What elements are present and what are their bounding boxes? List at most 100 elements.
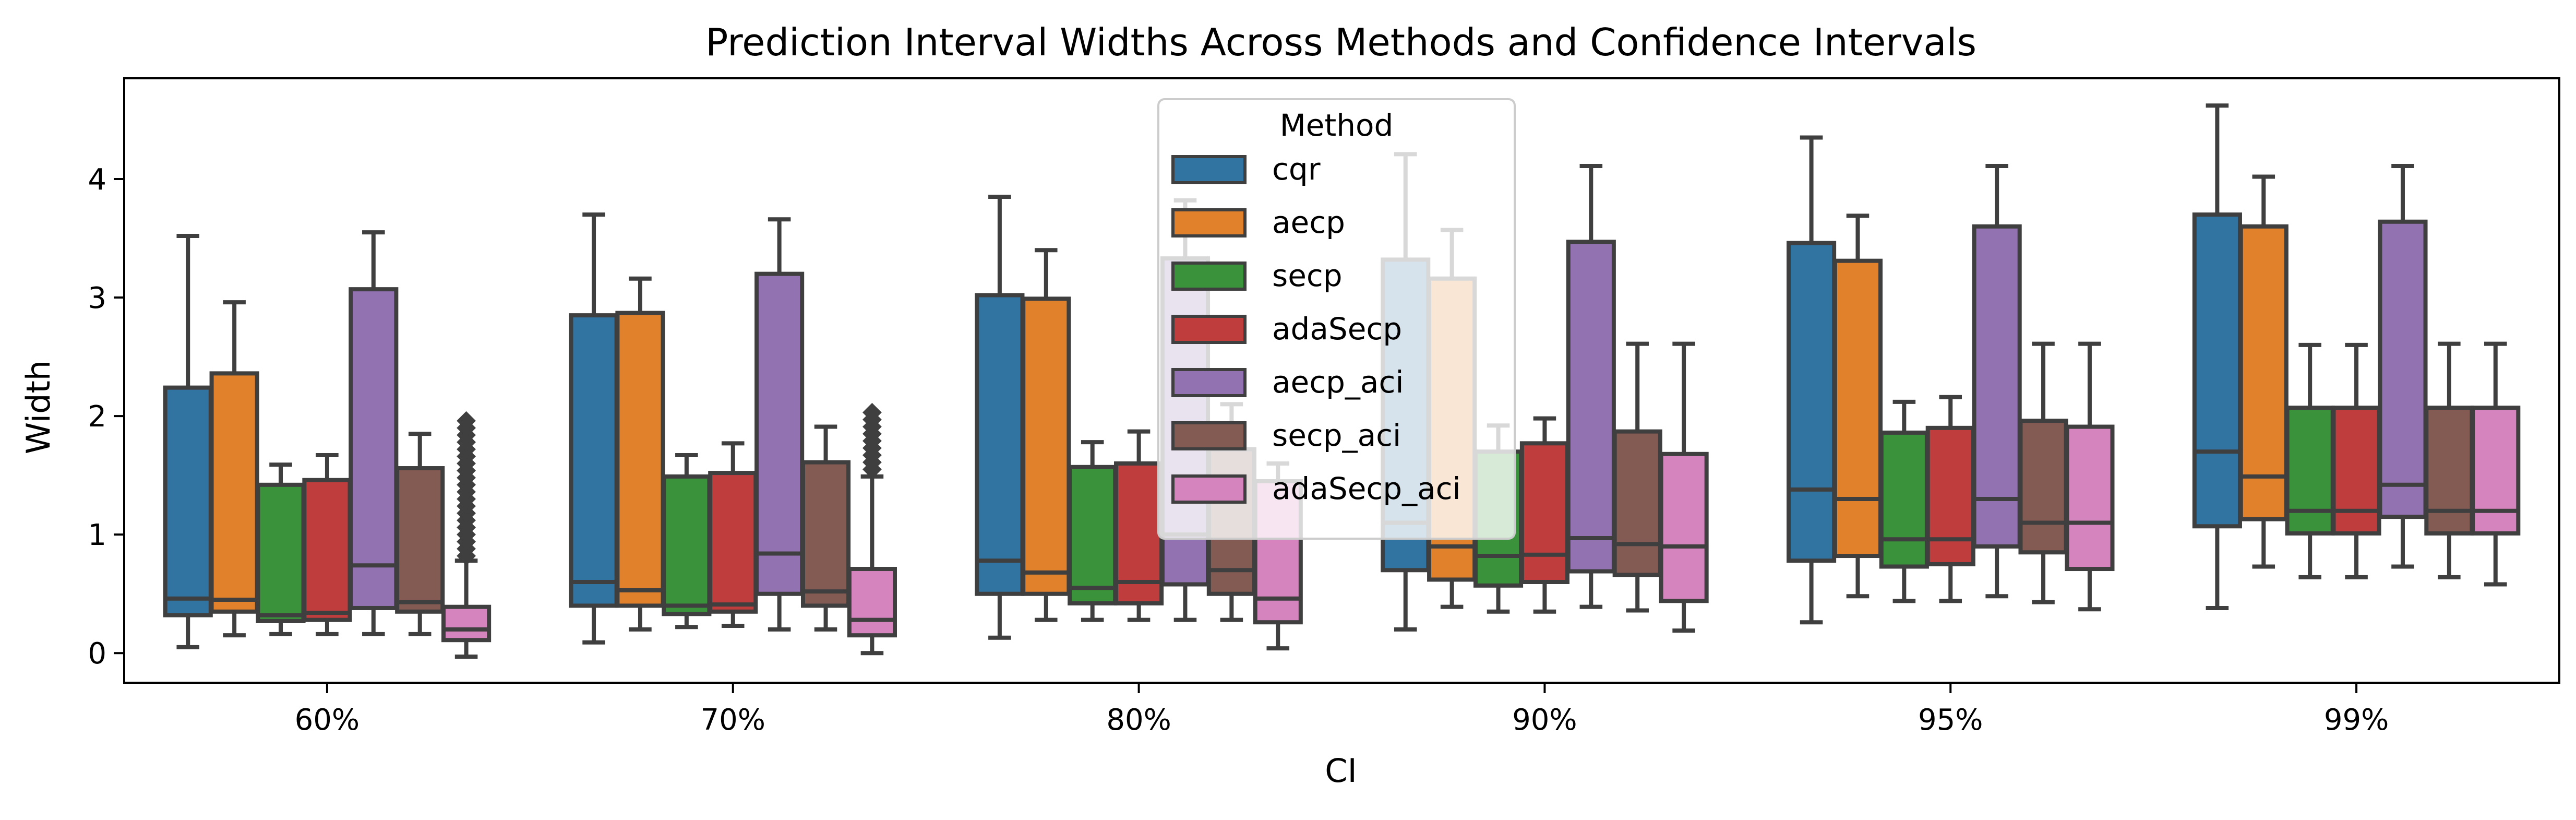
box-adaSecp-60pct xyxy=(302,453,352,636)
box-aecp_aci-70pct-iqr-box xyxy=(754,271,805,596)
box-cqr-70pct xyxy=(569,212,619,645)
box-secp_aci-95pct-iqr-box xyxy=(2018,419,2068,555)
box-aecp_aci-60pct-iqr-box xyxy=(349,287,399,610)
box-aecp_aci-95pct-iqr-box xyxy=(1972,224,2022,549)
box-secp-60pct-iqr-box xyxy=(256,482,306,623)
box-secp_aci-70pct xyxy=(800,424,851,632)
y-tick-label-1: 1 xyxy=(88,518,106,552)
box-secp_aci-99pct xyxy=(2424,341,2474,579)
legend-swatch-secp_aci xyxy=(1171,421,1247,450)
box-aecp_aci-70pct xyxy=(754,217,805,632)
box-secp-70pct-iqr-box xyxy=(662,474,712,616)
box-aecp_aci-60pct xyxy=(349,230,399,636)
box-adaSecp-90pct-iqr-box xyxy=(1519,441,1569,584)
box-adaSecp_aci-95pct xyxy=(2065,341,2115,612)
box-adaSecp_aci-60pct xyxy=(441,411,492,659)
box-adaSecp_aci-90pct-iqr-box xyxy=(1659,451,1709,603)
chart-title: Prediction Interval Widths Across Method… xyxy=(705,20,1976,64)
box-secp-99pct xyxy=(2285,342,2335,579)
x-tick-label-99%: 99% xyxy=(2324,703,2389,737)
box-cqr-95pct xyxy=(1787,135,1837,625)
x-tick-label-80%: 80% xyxy=(1106,703,1171,737)
box-aecp-80pct xyxy=(1021,248,1071,622)
box-aecp-95pct xyxy=(1832,213,1883,599)
box-secp-80pct-iqr-box xyxy=(1068,465,1118,605)
box-cqr-60pct-iqr-box xyxy=(163,385,213,617)
box-adaSecp-60pct-iqr-box xyxy=(302,478,352,622)
box-adaSecp-90pct xyxy=(1519,416,1569,614)
box-aecp_aci-90pct-iqr-box xyxy=(1566,240,1616,574)
y-tick-label-2: 2 xyxy=(88,400,106,434)
box-secp-95pct xyxy=(1879,399,1929,603)
plot-frame xyxy=(123,77,2560,684)
legend-label-secp_aci: secp_aci xyxy=(1272,418,1401,453)
box-aecp_aci-95pct xyxy=(1972,164,2022,599)
box-adaSecp_aci-90pct xyxy=(1659,341,1709,633)
box-cqr-80pct-iqr-box xyxy=(975,293,1025,596)
box-secp_aci-70pct-iqr-box xyxy=(800,460,851,608)
box-adaSecp_aci-60pct-outlier-19 xyxy=(457,411,476,431)
legend-swatch-aecp_aci xyxy=(1171,368,1247,397)
y-tick-label-3: 3 xyxy=(88,281,106,315)
y-tick-label-0: 0 xyxy=(88,637,106,671)
box-secp_aci-90pct-iqr-box xyxy=(1612,429,1662,577)
box-adaSecp_aci-99pct-iqr-box xyxy=(2471,406,2521,536)
box-secp_aci-99pct-iqr-box xyxy=(2424,406,2474,536)
box-secp_aci-60pct xyxy=(395,432,445,636)
y-axis-label: Width xyxy=(19,360,57,454)
box-secp-60pct xyxy=(256,462,306,636)
box-adaSecp_aci-99pct xyxy=(2471,341,2521,587)
box-aecp-70pct xyxy=(615,276,665,632)
legend-swatch-cqr xyxy=(1171,155,1247,184)
box-aecp-99pct xyxy=(2238,174,2289,569)
box-aecp_aci-90pct xyxy=(1566,164,1616,609)
box-aecp-99pct-iqr-box xyxy=(2238,224,2289,521)
legend-label-cqr: cqr xyxy=(1272,151,1321,187)
box-adaSecp-70pct xyxy=(708,441,758,628)
legend-label-adaSecp_aci: adaSecp_aci xyxy=(1272,471,1461,506)
box-aecp-60pct-iqr-box xyxy=(209,371,259,614)
legend-label-aecp_aci: aecp_aci xyxy=(1272,364,1404,400)
legend-swatch-adaSecp_aci xyxy=(1171,474,1247,504)
y-tick-label-4: 4 xyxy=(88,163,106,197)
legend-label-adaSecp: adaSecp xyxy=(1272,311,1402,347)
box-aecp-95pct-iqr-box xyxy=(1832,258,1883,558)
legend: Method cqr aecp secp adaSecp aecp_aci secp_aci… xyxy=(1157,98,1516,540)
box-aecp-70pct-iqr-box xyxy=(615,311,665,608)
legend-label-aecp: aecp xyxy=(1272,205,1345,240)
x-tick-label-70%: 70% xyxy=(701,703,765,737)
box-adaSecp-70pct-iqr-box xyxy=(708,471,758,614)
box-cqr-95pct-iqr-box xyxy=(1787,241,1837,563)
box-adaSecp_aci-95pct-iqr-box xyxy=(2065,424,2115,572)
box-secp_aci-60pct-iqr-box xyxy=(395,466,445,614)
box-cqr-80pct xyxy=(975,195,1025,640)
legend-swatch-aecp xyxy=(1171,208,1247,237)
legend-label-secp: secp xyxy=(1272,258,1343,293)
box-adaSecp-99pct xyxy=(2331,342,2381,579)
box-cqr-99pct xyxy=(2192,103,2242,610)
box-aecp-80pct-iqr-box xyxy=(1021,296,1071,596)
box-secp-80pct xyxy=(1068,440,1118,622)
box-secp_aci-95pct xyxy=(2018,341,2068,604)
legend-frame xyxy=(1157,98,1516,540)
box-adaSecp-99pct-iqr-box xyxy=(2331,406,2381,536)
box-secp-95pct-iqr-box xyxy=(1879,430,1929,569)
box-adaSecp_aci-70pct-outlier-8 xyxy=(862,402,882,422)
box-cqr-99pct-iqr-box xyxy=(2192,212,2242,529)
x-axis-label: CI xyxy=(1325,752,1357,790)
box-aecp-60pct xyxy=(209,300,259,638)
box-secp_aci-90pct xyxy=(1612,341,1662,613)
box-adaSecp_aci-70pct-iqr-box xyxy=(847,567,897,638)
x-tick-label-90%: 90% xyxy=(1512,703,1577,737)
box-secp-70pct xyxy=(662,453,712,629)
box-aecp_aci-99pct-iqr-box xyxy=(2378,219,2428,519)
box-adaSecp-80pct xyxy=(1114,429,1164,622)
box-adaSecp_aci-60pct-iqr-box xyxy=(441,604,492,643)
box-aecp_aci-99pct xyxy=(2378,164,2428,569)
box-secp-99pct-iqr-box xyxy=(2285,406,2335,536)
box-adaSecp-95pct xyxy=(1925,395,1975,603)
box-adaSecp_aci-70pct xyxy=(847,402,897,656)
x-tick-label-95%: 95% xyxy=(1918,703,1983,737)
axes-layer: 0 1 2 3 4 60% 70% 80% 90% 95% 99% xyxy=(88,77,2560,737)
